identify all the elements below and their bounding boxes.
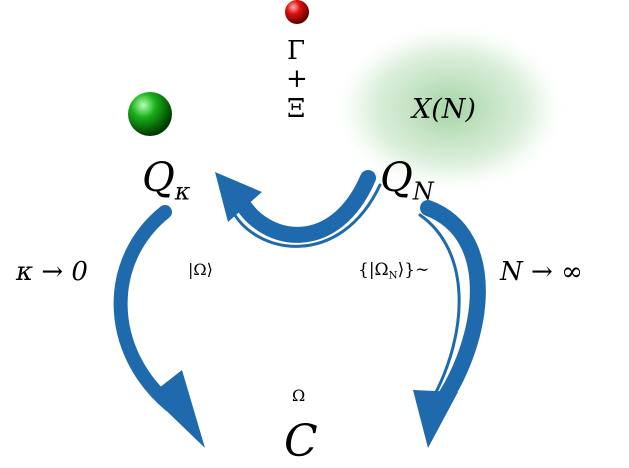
right-arrowhead — [413, 390, 458, 448]
ket-set: {|ΩN⟩}∼ — [358, 262, 429, 282]
top-arrow-stroke — [230, 183, 382, 248]
top-arrow — [232, 170, 376, 243]
ket-set-sub: N — [388, 270, 398, 282]
ket-set-open: {|Ω — [358, 260, 389, 280]
gamma: Γ — [287, 36, 306, 66]
plus: + — [286, 64, 308, 94]
arrows — [113, 170, 486, 413]
xi: Ξ — [287, 94, 306, 124]
top-arrowhead — [215, 172, 262, 222]
red-sphere — [285, 0, 309, 24]
node-q-kappa: Qκ — [142, 158, 191, 203]
ket-set-close: ⟩}∼ — [397, 260, 430, 280]
node-label: Q — [380, 155, 413, 201]
ket: |Ω⟩ — [188, 260, 213, 279]
node-label: Q — [142, 155, 175, 201]
green-sphere — [128, 92, 172, 136]
particle-cloud — [340, 28, 560, 188]
right-arrow — [420, 200, 486, 413]
node-subscript: κ — [174, 177, 191, 206]
node-q-n: QN — [380, 158, 434, 203]
kappa-limit: κ → 0 — [16, 257, 88, 287]
n-limit: N → ∞ — [500, 257, 583, 287]
node-subscript: N — [412, 177, 434, 206]
left-arrowhead — [150, 370, 205, 448]
node-c: C — [284, 416, 318, 467]
omega: Ω — [292, 386, 306, 405]
left-arrow — [113, 205, 177, 412]
cloud-label: X(N) — [412, 94, 476, 125]
right-arrow-stroke — [418, 213, 461, 402]
